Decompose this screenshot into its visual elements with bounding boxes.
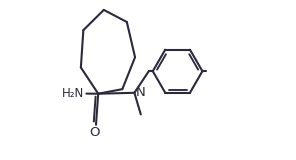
Text: N: N	[136, 85, 145, 99]
Text: H₂N: H₂N	[62, 87, 84, 100]
Text: O: O	[89, 125, 100, 139]
